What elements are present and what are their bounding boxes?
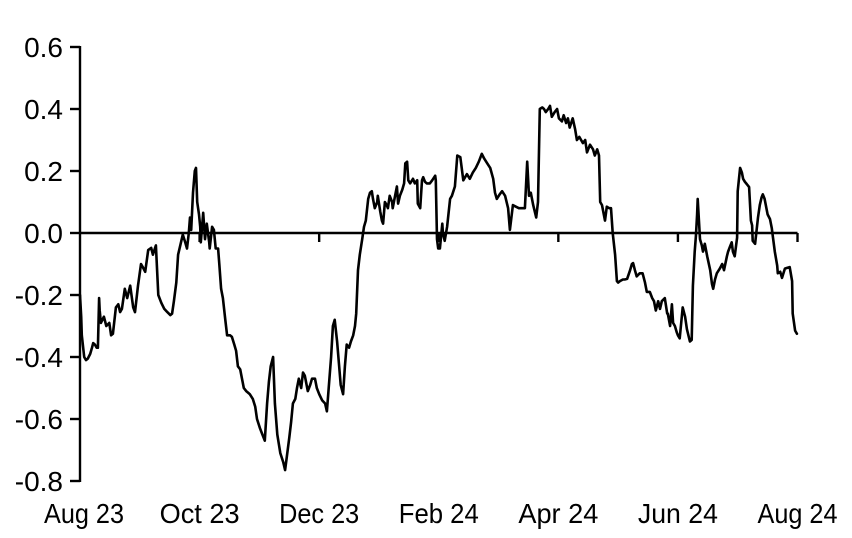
x-tick-label: Feb 24 [399, 498, 479, 529]
x-tick-label: Oct 23 [160, 498, 240, 529]
x-tick-label: Dec 23 [279, 498, 359, 529]
y-tick-label: 0.4 [24, 94, 63, 125]
x-tick-label: Jun 24 [638, 498, 718, 529]
y-tick-label: -0.4 [15, 342, 63, 373]
y-tick-label: 0.6 [24, 32, 63, 63]
x-tick-label: Aug 23 [44, 498, 124, 529]
y-tick-label: -0.6 [15, 404, 63, 435]
y-tick-label: -0.2 [15, 280, 63, 311]
y-tick-label: -0.8 [15, 466, 63, 497]
x-tick-label: Aug 24 [758, 498, 838, 529]
y-tick-label: 0.2 [24, 156, 63, 187]
x-tick-label: Apr 24 [518, 498, 598, 529]
data-line [78, 104, 799, 472]
y-tick-label: 0.0 [24, 218, 63, 249]
